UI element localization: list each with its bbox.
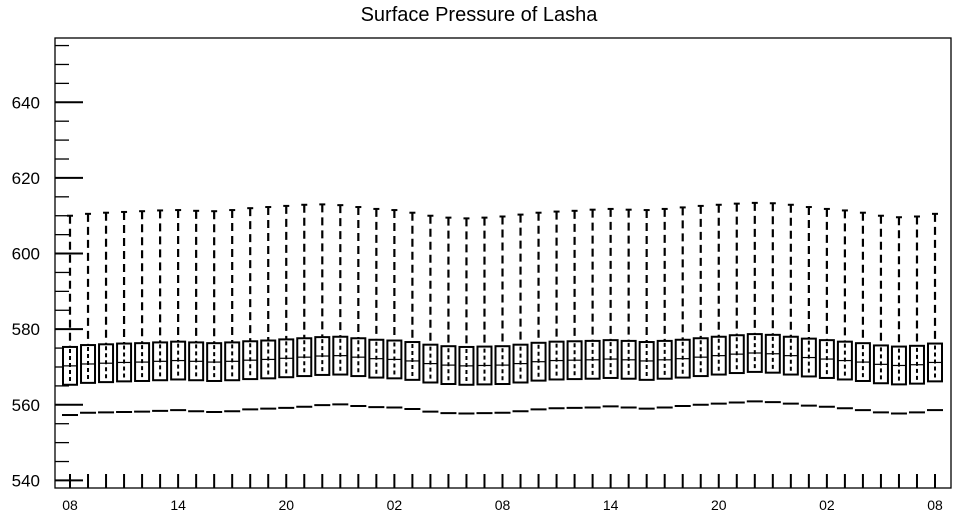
box-item [890,216,907,415]
box-item [134,210,151,413]
box-item [332,204,349,406]
y-axis: 540 560 580 600 620 640 [12,44,83,490]
box-item [854,211,871,412]
box-item [350,206,367,407]
box-item [278,204,295,409]
box-item [476,216,493,415]
x-tick-label: 20 [278,497,294,513]
box-item [188,209,205,413]
box-item [440,216,457,415]
box-item [368,207,385,409]
box-item [908,215,925,414]
box-item [566,209,583,409]
box-item [260,206,277,410]
box-item [296,203,313,408]
box-item [836,209,853,410]
box-series [62,201,943,417]
box-item [512,213,529,413]
box-item [314,203,331,407]
box-item [548,210,565,410]
x-tick-label: 02 [387,497,403,513]
box-item [584,208,601,409]
box-item [242,207,259,411]
box-item [494,215,511,414]
box-item [728,202,745,404]
y-tick-label: 560 [12,396,40,415]
box-item [764,202,781,404]
y-tick-label: 620 [12,169,40,188]
x-tick-label: 14 [170,497,186,513]
box-item [152,209,169,412]
chart-title: Surface Pressure of Lasha [360,4,598,26]
box-item [818,207,835,408]
box-item [782,203,799,405]
x-tick-label: 08 [927,497,943,513]
box-item [386,209,403,409]
y-tick-label: 540 [12,471,40,490]
box-item [206,210,223,413]
y-tick-label: 580 [12,320,40,339]
box-item [692,204,709,406]
y-tick-label: 640 [12,93,40,112]
box-item [422,214,439,413]
x-tick-label: 08 [62,497,78,513]
y-tick-label: 600 [12,245,40,264]
box-item [656,207,673,409]
box-item [800,206,817,407]
box-item [62,214,78,417]
box-item [404,211,421,410]
box-item [638,209,655,410]
box-item [170,209,187,412]
box-item [602,207,619,408]
x-tick-label: 08 [495,497,511,513]
box-item [458,217,475,415]
box-item [224,209,241,413]
x-tick-label: 14 [603,497,619,513]
box-item [530,211,547,411]
box-item [116,210,133,413]
box-item [872,214,889,414]
box-item [98,211,115,414]
box-item [620,208,637,409]
box-item [710,203,727,405]
box-item [80,212,97,414]
box-item [746,201,763,403]
box-item [927,212,943,412]
box-item [674,206,691,407]
x-axis: 08 14 20 02 08 14 20 02 08 [62,474,943,513]
x-tick-label: 02 [819,497,835,513]
x-tick-label: 20 [711,497,727,513]
